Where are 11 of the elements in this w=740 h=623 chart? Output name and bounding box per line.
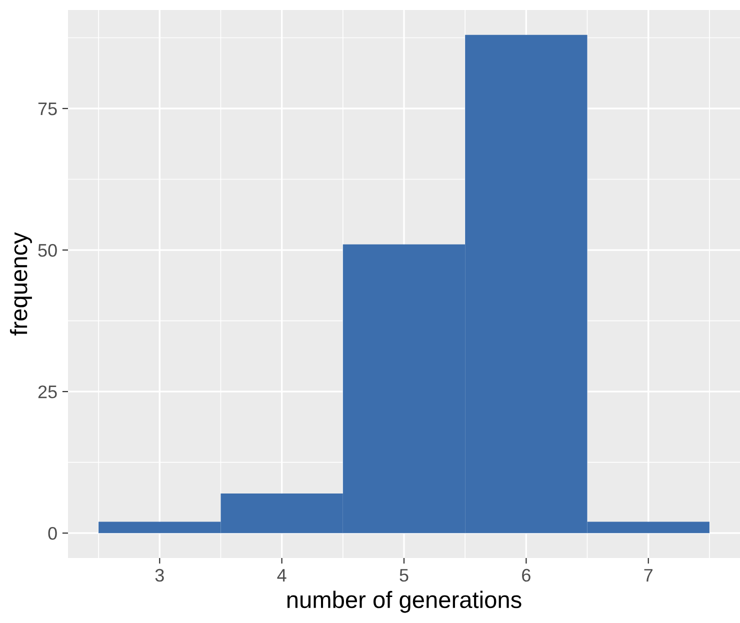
x-tick-label: 3 [155, 568, 164, 582]
y-tick-label: 50 [38, 244, 57, 257]
x-tick-label: 7 [644, 569, 652, 582]
x-axis-title: number of generations [287, 590, 522, 613]
x-tick-label: 6 [522, 568, 530, 582]
y-tick-label: 25 [38, 385, 57, 398]
y-tick-label: 0 [48, 527, 57, 540]
x-tick-label: 5 [400, 569, 408, 582]
y-axis-title: frequency [10, 232, 32, 336]
y-tick-label: 75 [38, 102, 57, 116]
x-tick-label: 4 [277, 569, 286, 582]
